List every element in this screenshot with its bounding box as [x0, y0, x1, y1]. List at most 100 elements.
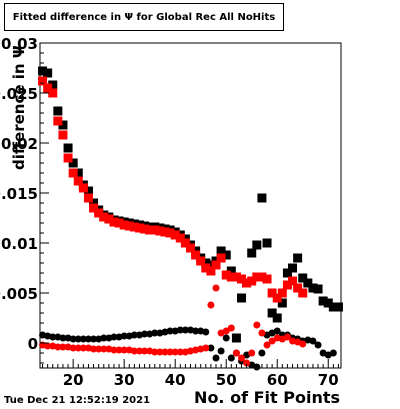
data-point-square [114, 218, 124, 228]
data-point-circle [120, 346, 128, 354]
data-point-square [262, 238, 272, 248]
data-point-circle [151, 348, 159, 356]
data-point-square [160, 227, 170, 237]
data-point-circle [130, 331, 138, 339]
data-point-square [155, 226, 165, 236]
data-point-square [293, 283, 303, 293]
data-point-square [165, 228, 175, 238]
data-point-square [150, 225, 160, 235]
timestamp: Tue Dec 21 12:52:19 2021 [4, 395, 151, 406]
x-axis-label: No. of Fit Points [194, 388, 340, 407]
data-point-circle [263, 341, 271, 349]
data-point-square [303, 278, 313, 288]
data-point-square [73, 168, 83, 178]
y-tick-label: 0.005 [0, 285, 38, 303]
data-point-circle [59, 343, 67, 351]
data-point-circle [110, 346, 118, 354]
data-point-circle [309, 337, 317, 345]
x-tick-label: 30 [114, 371, 135, 389]
data-point-square [293, 253, 303, 263]
data-point-square [170, 230, 180, 240]
data-point-circle [166, 348, 174, 356]
data-point-square [252, 272, 262, 282]
x-tick-label: 50 [216, 371, 237, 389]
data-point-circle [283, 333, 291, 341]
data-point-square [216, 253, 226, 263]
data-point-square [257, 193, 267, 203]
x-tick-label: 60 [267, 371, 288, 389]
data-point-square [328, 302, 338, 312]
data-point-square [134, 223, 144, 233]
data-point-square [277, 298, 287, 308]
data-point-square [288, 263, 298, 273]
data-point-circle [329, 349, 337, 357]
data-point-square [267, 288, 277, 298]
data-point-circle [212, 354, 220, 362]
plot-frame [39, 42, 342, 369]
data-point-circle [176, 326, 184, 334]
data-point-circle [192, 327, 200, 335]
x-tick-label: 20 [63, 371, 84, 389]
y-tick-label: 0.025 [0, 85, 38, 103]
data-point-circle [212, 284, 220, 292]
data-point-square [58, 130, 68, 140]
data-point-square [43, 83, 53, 93]
data-point-square [129, 222, 139, 232]
data-point-circle [95, 345, 103, 353]
data-point-circle [59, 334, 67, 342]
data-point-square [282, 280, 292, 290]
data-point-circle [268, 337, 276, 345]
data-point-square [288, 276, 298, 286]
data-point-circle [110, 333, 118, 341]
data-point-square [242, 278, 252, 288]
data-point-circle [176, 348, 184, 356]
data-point-circle [84, 335, 92, 343]
data-point-square [63, 153, 73, 163]
data-point-square [104, 214, 114, 224]
data-point-circle [79, 335, 87, 343]
data-point-circle [151, 329, 159, 337]
y-axis-label: difference in Ψ [10, 45, 28, 170]
data-point-circle [130, 347, 138, 355]
data-point-square [38, 66, 48, 76]
data-point-square [237, 293, 247, 303]
data-point-square [191, 250, 201, 260]
y-tick-label: 0.02 [1, 135, 38, 153]
data-point-square [140, 224, 150, 234]
data-point-square [186, 243, 195, 253]
data-point-square [226, 266, 236, 276]
data-point-square [94, 208, 104, 218]
data-point-square [83, 193, 93, 203]
data-point-square [43, 68, 53, 78]
data-point-square [53, 106, 63, 116]
data-point-circle [74, 344, 82, 352]
data-point-circle [100, 345, 108, 353]
data-point-square [298, 288, 308, 298]
data-point-square [247, 276, 257, 286]
data-point-circle [135, 347, 143, 355]
data-point-circle [314, 341, 322, 349]
data-point-circle [90, 335, 98, 343]
y-tick-label: 0 [28, 335, 38, 353]
data-point-circle [217, 347, 225, 355]
data-point-circle [156, 348, 164, 356]
data-point-square [119, 220, 129, 230]
data-point-square [323, 298, 333, 308]
data-point-circle [74, 335, 82, 343]
data-point-circle [258, 329, 266, 337]
data-point-square [247, 248, 257, 258]
data-point-square [38, 76, 48, 86]
data-point-circle [171, 348, 179, 356]
data-point-square [68, 158, 78, 168]
data-point-square [277, 288, 287, 298]
data-point-square [48, 80, 58, 90]
data-point-circle [100, 334, 108, 342]
data-point-square [257, 272, 267, 282]
data-point-circle [44, 342, 52, 350]
data-point-square [99, 212, 109, 222]
data-point-circle [166, 327, 174, 335]
data-point-circle [69, 335, 77, 343]
axes: 20 30 40 50 60 70 0 0.005 0.01 0.015 0.02 0.025 0.03 [0, 35, 339, 389]
data-point-circle [222, 334, 230, 342]
